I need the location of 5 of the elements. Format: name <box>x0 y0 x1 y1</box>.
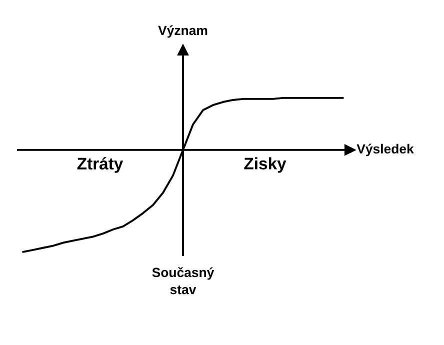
x-axis-title: Výsledek <box>356 144 414 156</box>
annotation: Zisky <box>244 157 286 173</box>
text: Současný stav <box>152 267 214 294</box>
annotation: Ztráty <box>77 157 124 173</box>
y-axis-title: Význam <box>158 25 208 38</box>
